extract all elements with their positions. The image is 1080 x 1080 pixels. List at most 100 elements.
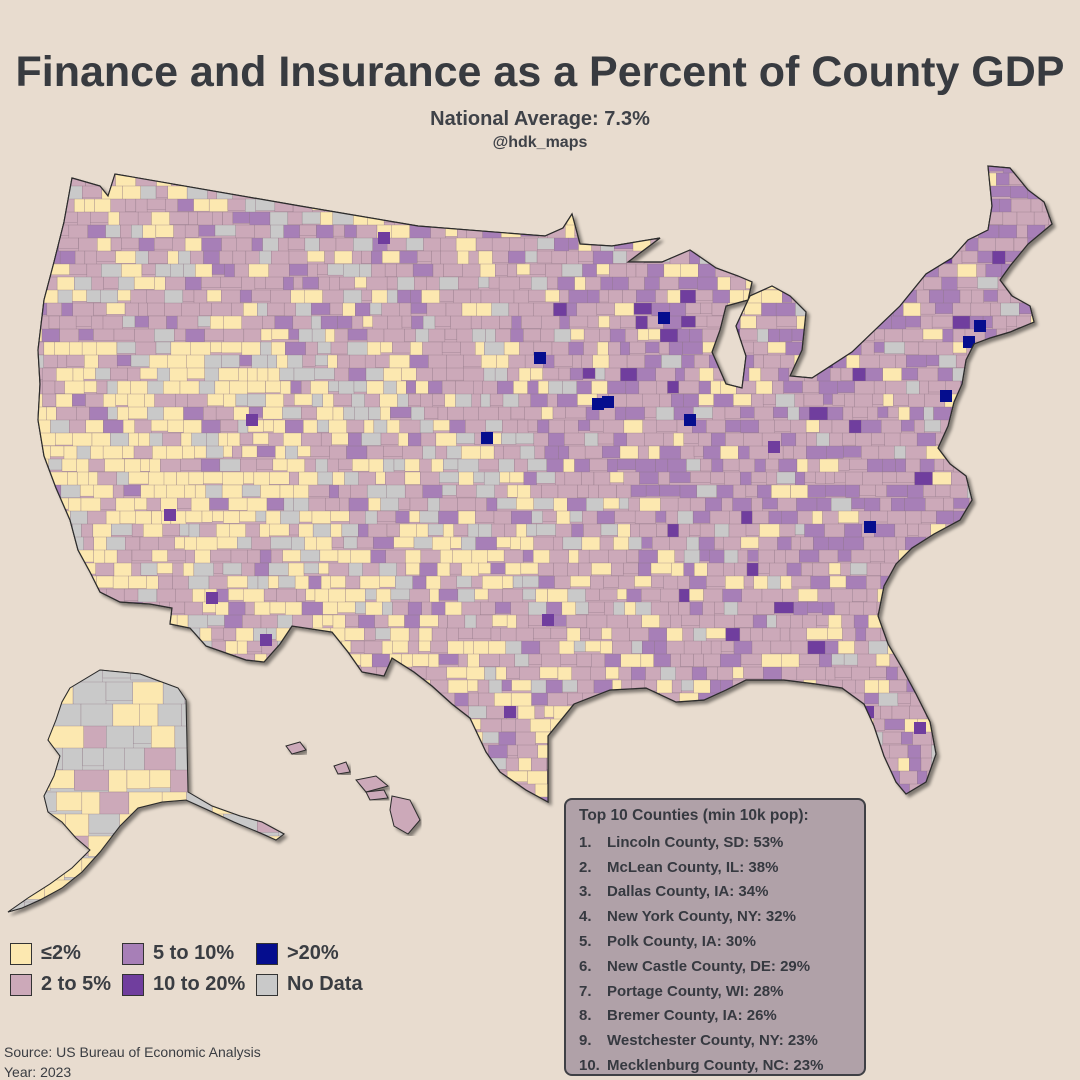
county-cell [960,380,979,393]
county-cell [38,276,48,291]
county-cell [139,367,158,380]
county-cell [591,185,604,200]
county-cell [432,263,444,279]
county-cell [650,562,672,574]
alaska-county-cell [172,901,196,912]
county-cell [836,705,857,718]
county-cell [922,640,937,658]
county-cell [463,354,482,368]
county-cell [645,666,661,682]
county-cell [656,419,678,432]
alaska-county-cell [184,681,219,701]
county-cell [666,211,683,223]
county-cell [567,166,586,176]
county-cell [893,393,909,406]
county-cell [41,666,57,684]
county-cell [198,380,216,396]
county-cell [482,796,493,802]
county-cell [282,406,302,419]
county-cell [741,510,753,526]
county-cell [558,640,575,656]
county-cell [452,810,463,826]
county-cell [542,166,554,174]
county-cell [653,224,669,240]
county-cell [899,185,916,200]
county-cell [922,562,936,575]
county-cell [204,354,222,370]
county-cell [38,211,50,224]
county-cell [550,185,563,198]
county-cell [449,718,460,735]
county-cell [410,341,423,358]
county-cell [564,419,579,434]
county-cell [531,510,543,524]
county-cell [200,640,213,657]
county-cell [1054,394,1068,410]
county-cell [480,601,496,615]
county-cell [585,783,605,797]
county-cell [38,679,40,696]
county-cell [566,614,588,628]
county-cell [988,523,1009,541]
county-cell [996,341,1015,355]
county-cell [301,406,317,420]
county-cell [149,432,163,447]
county-cell [468,705,487,719]
county-cell [243,471,255,484]
county-cell [115,497,135,513]
county-cell [38,289,41,303]
county-cell [546,276,558,289]
county-cell [638,185,657,204]
county-cell [947,757,967,771]
county-cell [422,692,437,710]
county-cell [476,757,487,769]
county-cell [905,198,921,215]
county-cell [565,406,587,419]
county-cell [480,718,502,734]
county-cell [319,549,339,562]
county-cell [270,536,292,550]
county-cell [304,237,320,253]
county-cell [800,536,814,551]
alaska-county-cell [239,725,269,745]
top-10-row: 4. New York County, NY: 32% [579,904,852,929]
county-cell [197,783,214,795]
county-cell [199,770,216,786]
county-cell [766,614,777,628]
county-cell [569,510,583,523]
county-cell [368,679,381,691]
county-cell [521,315,542,329]
county-cell [772,166,786,176]
county-cell [757,731,769,746]
county-cell [810,237,828,250]
county-cell [626,263,637,279]
county-cell [803,198,816,214]
county-cell [871,432,885,446]
county-cell [762,627,781,643]
county-cell [248,744,263,759]
county-cell [433,744,449,762]
county-cell [173,224,186,240]
county-cell [1056,784,1073,794]
county-cell [485,198,496,212]
county-cell [635,458,656,474]
county-cell [824,640,839,655]
county-cell [882,731,902,745]
county-cell [1045,757,1052,772]
alaska-county-cell [279,901,284,912]
county-cell [155,224,174,238]
county-cell [91,432,111,449]
county-cell [190,810,210,825]
county-cell [38,198,45,216]
county-cell [609,471,624,483]
county-cell [101,185,123,201]
county-cell [263,419,274,432]
county-cell [699,731,720,743]
county-cell [561,172,574,190]
county-cell [952,302,972,317]
county-cell [970,166,987,172]
county-cell [645,744,667,760]
county-cell [423,810,443,825]
county-cell [265,380,281,393]
county-cell [932,471,952,485]
